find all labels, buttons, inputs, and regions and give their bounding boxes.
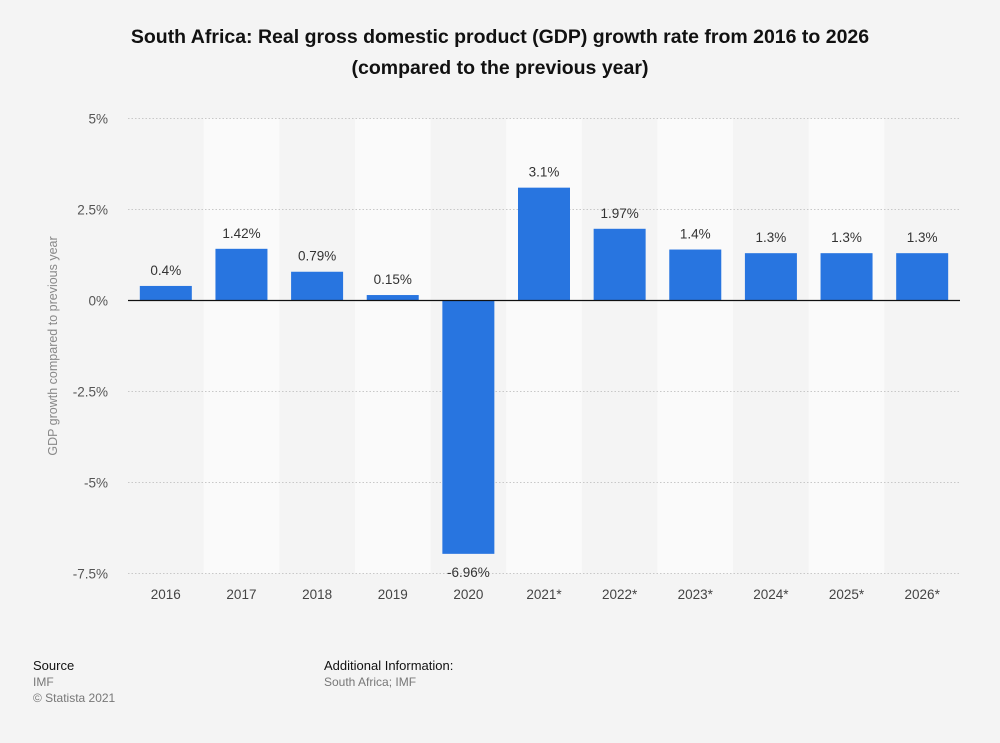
bar-2021: [518, 187, 570, 301]
additional-info-block: Additional Information: South Africa; IM…: [324, 658, 453, 690]
x-tick-label: 2023*: [678, 587, 714, 602]
data-label: -6.96%: [447, 565, 490, 580]
x-tick-label: 2021*: [526, 587, 562, 602]
bar-2023: [669, 249, 722, 301]
data-label: 1.3%: [907, 230, 938, 245]
data-label: 1.3%: [831, 230, 862, 245]
source-block: Source IMF © Statista 2021: [33, 658, 115, 706]
y-tick-label: -2.5%: [73, 385, 108, 400]
y-tick-label: -7.5%: [73, 567, 108, 582]
x-tick-label: 2024*: [753, 587, 789, 602]
y-tick-label: -5%: [84, 476, 108, 491]
additional-info-text: South Africa; IMF: [324, 675, 417, 689]
column-band: [657, 118, 734, 574]
data-label: 1.97%: [600, 206, 638, 221]
y-tick-label: 2.5%: [77, 203, 108, 218]
chart-title: South Africa: Real gross domestic produc…: [0, 22, 1000, 84]
source-name: IMF: [33, 675, 54, 689]
bar-2017: [215, 248, 268, 301]
bar-2018: [291, 271, 344, 301]
x-tick-label: 2026*: [905, 587, 941, 602]
bar-2016: [139, 285, 192, 301]
data-label: 1.3%: [756, 230, 787, 245]
column-band: [808, 118, 885, 574]
x-tick-label: 2025*: [829, 587, 865, 602]
additional-info-heading: Additional Information:: [324, 658, 454, 673]
chart-title-line2: (compared to the previous year): [351, 57, 649, 79]
data-label: 1.4%: [680, 227, 711, 242]
data-label: 3.1%: [529, 165, 560, 180]
data-label: 0.79%: [298, 249, 336, 264]
column-band: [203, 118, 280, 574]
bar-2025: [820, 253, 873, 301]
y-axis-label: GDP growth compared to previous year: [46, 236, 60, 455]
bar-2022: [593, 228, 646, 301]
column-band: [506, 118, 582, 574]
x-tick-label: 2018: [302, 587, 332, 602]
bar-2024: [744, 253, 797, 301]
column-band: [354, 118, 431, 574]
data-label: 0.15%: [374, 272, 412, 287]
x-tick-label: 2016: [151, 587, 181, 602]
bar-2019: [366, 295, 419, 301]
chart-title-line1: South Africa: Real gross domestic produc…: [130, 26, 870, 48]
x-tick-label: 2017: [226, 587, 256, 602]
bar-2026: [896, 253, 949, 301]
x-tick-label: 2019: [378, 587, 408, 602]
y-tick-label: 0%: [88, 294, 108, 309]
x-tick-label: 2020: [453, 587, 483, 602]
data-label: 0.4%: [150, 263, 181, 278]
y-tick-label: 5%: [88, 112, 108, 127]
copyright: © Statista 2021: [33, 691, 116, 705]
data-label: 1.42%: [222, 226, 260, 241]
source-heading: Source: [33, 658, 75, 673]
bar-2020: [442, 300, 495, 554]
x-tick-label: 2022*: [602, 587, 638, 602]
